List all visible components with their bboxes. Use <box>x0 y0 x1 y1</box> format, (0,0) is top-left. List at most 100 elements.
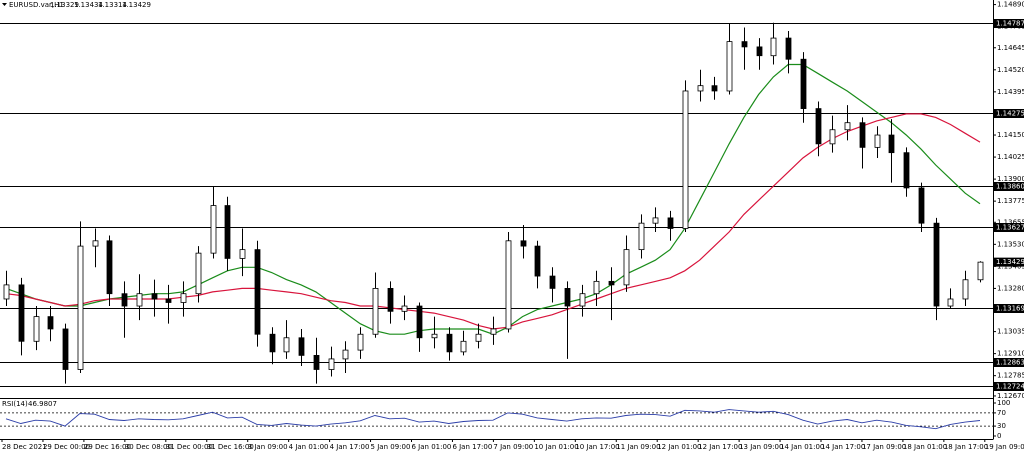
x-tick-label: 13 Jan 09:00 <box>739 443 783 451</box>
candle-body <box>800 58 807 109</box>
candle-body <box>829 129 836 145</box>
candle-body <box>549 275 556 289</box>
candle-body <box>18 284 25 342</box>
candle-body <box>165 298 172 303</box>
x-tick-label: 12 Jan 01:00 <box>657 443 701 451</box>
y-tick-label: 1.12785 <box>997 372 1024 380</box>
x-tick-label: 14 Jan 01:00 <box>780 443 824 451</box>
candle-body <box>47 316 54 330</box>
x-tick-label: 11 Jan 09:00 <box>616 443 660 451</box>
candle-body <box>962 279 969 300</box>
candle-body <box>785 37 792 60</box>
candle-body <box>224 205 231 259</box>
candle-body <box>682 90 689 229</box>
candle-body <box>180 293 187 303</box>
candle-body <box>416 305 423 339</box>
candle-body <box>475 333 482 342</box>
x-tick-label: 4 Jan 01:00 <box>289 443 329 451</box>
candle-body <box>460 340 467 353</box>
candle-body <box>593 280 600 295</box>
y-tick-label: 1.13530 <box>997 240 1024 248</box>
candle-body <box>239 249 246 259</box>
level-box <box>994 358 1024 367</box>
x-tick-label: 19 Jan 09:00 <box>985 443 1024 451</box>
low-label: 1.13314 <box>98 1 127 9</box>
level-label: 1.13860 <box>996 183 1024 191</box>
rsi-tick-label: 100 <box>997 399 1010 407</box>
candle-body <box>269 333 276 353</box>
candle-body <box>652 217 659 224</box>
x-tick-label: 10 Jan 17:00 <box>575 443 619 451</box>
y-tick-label: 1.14520 <box>997 66 1024 74</box>
level-box <box>994 382 1024 391</box>
candle-body <box>623 249 630 286</box>
x-tick-label: 30 Dec 08:00 <box>125 443 172 451</box>
y-tick-label: 1.13900 <box>997 175 1024 183</box>
candle-body <box>313 354 320 370</box>
candle-body <box>77 245 84 370</box>
candle-body <box>815 108 822 145</box>
candle-body <box>3 284 10 300</box>
candle-body <box>888 134 895 154</box>
level-label: 1.12863 <box>996 359 1024 367</box>
y-tick-label: 1.14645 <box>997 44 1024 52</box>
x-tick-label: 10 Jan 01:00 <box>534 443 578 451</box>
high-label: 1.13434 <box>74 1 103 9</box>
y-tick-label: 1.13655 <box>997 218 1024 226</box>
candle-body <box>756 46 763 57</box>
y-tick-label: 1.14395 <box>997 88 1024 96</box>
candle-body <box>726 41 733 92</box>
x-tick-label: 3 Jan 09:00 <box>248 443 288 451</box>
candle-body <box>33 316 40 342</box>
menu-arrow[interactable] <box>2 3 7 6</box>
candle-body <box>328 358 335 370</box>
candle-body <box>254 249 261 335</box>
candle-body <box>947 298 954 307</box>
candle-body <box>195 252 202 295</box>
level-box <box>994 19 1024 28</box>
close-label: 1.13429 <box>122 1 151 9</box>
candle-body <box>697 85 704 92</box>
y-tick-label: 1.14025 <box>997 153 1024 161</box>
x-tick-label: 6 Jan 17:00 <box>452 443 492 451</box>
candle-body <box>608 280 615 286</box>
candle-body <box>62 328 69 370</box>
candle-body <box>844 122 851 131</box>
candle-body <box>711 85 718 92</box>
rsi-title: RSI(14) <box>2 400 28 408</box>
rsi-tick-label: 0 <box>997 432 1001 440</box>
rsi-value: 46.9807 <box>28 400 57 408</box>
x-tick-label: 5 Jan 09:00 <box>371 443 411 451</box>
candle-body <box>342 349 349 360</box>
y-tick-label: 1.12910 <box>997 350 1024 358</box>
x-tick-label: 4 Jan 17:00 <box>330 443 370 451</box>
y-tick-label: 1.14150 <box>997 131 1024 139</box>
level-label: 1.14275 <box>996 110 1024 118</box>
x-tick-label: 7 Jan 09:00 <box>493 443 533 451</box>
candle-body <box>490 328 497 335</box>
candle-body <box>372 288 379 335</box>
candle-body <box>505 240 512 330</box>
x-tick-label: 29 Dec 00:00 <box>43 443 90 451</box>
symbol-label: EURUSD.var,H1 <box>9 1 64 9</box>
level-label: 1.13169 <box>996 305 1024 313</box>
x-tick-label: 18 Jan 17:00 <box>944 443 988 451</box>
open-label: 1.13329 <box>50 1 79 9</box>
y-tick-label: 1.12670 <box>997 392 1024 400</box>
candle-body <box>387 288 394 312</box>
y-tick-label: 1.13035 <box>997 328 1024 336</box>
candle-body <box>92 240 99 247</box>
candle-body <box>121 293 128 307</box>
level-label: 1.12724 <box>996 383 1024 391</box>
candle-body <box>564 288 571 307</box>
candle-body <box>874 134 881 148</box>
y-tick-label: 1.13775 <box>997 197 1024 205</box>
candle-body <box>977 261 984 281</box>
x-tick-label: 31 Dec 00:00 <box>166 443 213 451</box>
level-box <box>994 182 1024 191</box>
candle-body <box>446 333 453 353</box>
candle-body <box>770 37 777 57</box>
candle-body <box>638 222 645 251</box>
